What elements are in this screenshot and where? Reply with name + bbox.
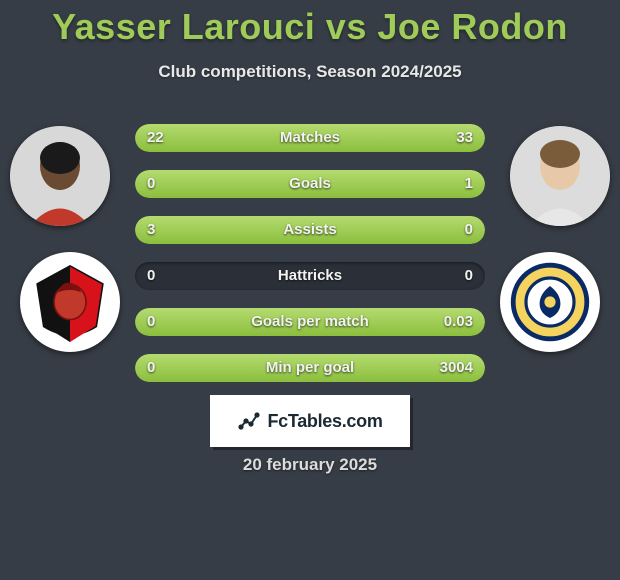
stat-value-left: 0 (147, 308, 155, 336)
stat-label: Goals per match (251, 308, 369, 336)
player1-avatar (10, 126, 110, 226)
brand-logo-icon (237, 409, 261, 433)
player2-club-crest (500, 252, 600, 352)
stat-value-left: 22 (147, 124, 164, 152)
player1-name: Yasser Larouci (52, 6, 315, 47)
brand-box[interactable]: FcTables.com (210, 395, 410, 447)
comparison-bars: 22 Matches 33 0 Goals 1 3 Assists 0 0 Hattricks 0 0 G… (135, 124, 485, 400)
footer-date: 20 february 2025 (0, 455, 620, 475)
stat-row: 22 Matches 33 (135, 124, 485, 152)
brand-label: FcTables.com (267, 411, 382, 432)
stat-row: 3 Assists 0 (135, 216, 485, 244)
stat-value-right: 0.03 (444, 308, 473, 336)
stat-row: 0 Goals 1 (135, 170, 485, 198)
stat-label: Hattricks (278, 262, 342, 290)
stat-row: 0 Hattricks 0 (135, 262, 485, 290)
player2-avatar (510, 126, 610, 226)
stat-value-left: 0 (147, 262, 155, 290)
stat-value-right: 0 (465, 216, 473, 244)
player1-club-crest (20, 252, 120, 352)
stat-value-right: 33 (456, 124, 473, 152)
stat-value-left: 0 (147, 170, 155, 198)
comparison-title: Yasser Larouci vs Joe Rodon (0, 0, 620, 48)
stat-label: Min per goal (266, 354, 354, 382)
stat-label: Matches (280, 124, 340, 152)
stat-label: Goals (289, 170, 331, 198)
stat-value-right: 0 (465, 262, 473, 290)
stat-value-right: 3004 (440, 354, 473, 382)
vs-label: vs (326, 6, 367, 47)
subtitle: Club competitions, Season 2024/2025 (0, 62, 620, 82)
stat-value-left: 0 (147, 354, 155, 382)
stat-row: 0 Goals per match 0.03 (135, 308, 485, 336)
stat-value-left: 3 (147, 216, 155, 244)
stat-row: 0 Min per goal 3004 (135, 354, 485, 382)
stat-value-right: 1 (465, 170, 473, 198)
player2-name: Joe Rodon (377, 6, 568, 47)
stat-label: Assists (283, 216, 336, 244)
